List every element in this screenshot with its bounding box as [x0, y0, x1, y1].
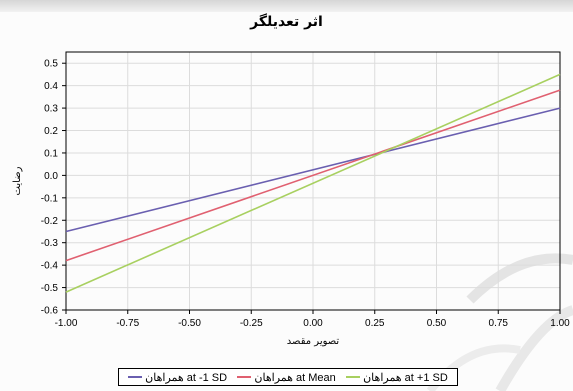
x-axis: -1.00 -0.75 -0.50 -0.25 0.00 0.25 0.50 0.75 1.00 — [55, 310, 570, 329]
legend-item-1: همراهان at -1 SD — [128, 371, 227, 384]
x-tick-label: 0.50 — [427, 318, 447, 329]
y-tick-label: -0.2 — [41, 216, 59, 227]
grid-lines — [65, 52, 561, 311]
y-tick-label: -0.4 — [41, 261, 59, 272]
series-line-3 — [65, 73, 561, 293]
x-tick-label: 0.75 — [489, 318, 509, 329]
y-tick-label: -0.6 — [41, 306, 59, 317]
y-tick-label: 0.3 — [44, 104, 58, 115]
legend-swatch — [128, 376, 143, 378]
x-axis-title: تصویر مقصد — [287, 336, 340, 347]
y-axis-title: رضایت — [12, 166, 23, 195]
x-tick-label: 1.00 — [550, 318, 570, 329]
legend-label: همراهان at +1 SD — [363, 371, 448, 384]
y-axis: 0.5 0.4 0.3 0.2 0.1 0.0 -0.1 -0.2 -0.3 -0.4 -0.5 -0… — [41, 59, 66, 317]
x-tick-label: -1.00 — [55, 318, 78, 329]
legend-swatch — [346, 376, 361, 378]
x-tick-label: -0.50 — [178, 318, 201, 329]
x-tick-label: 0.00 — [303, 318, 323, 329]
legend-swatch — [237, 376, 252, 378]
watermark-curve — [495, 305, 573, 391]
y-tick-label: -0.5 — [41, 283, 59, 294]
legend-label: همراهان at Mean — [254, 371, 336, 384]
y-tick-label: -0.3 — [41, 238, 59, 249]
x-tick-label: -0.75 — [116, 318, 139, 329]
legend-label: همراهان at -1 SD — [145, 371, 228, 384]
y-tick-label: 0.0 — [44, 171, 58, 182]
x-tick-label: 0.25 — [365, 318, 385, 329]
y-tick-label: 0.4 — [44, 81, 58, 92]
series-line-2 — [65, 89, 561, 262]
series-line-1 — [65, 107, 561, 233]
legend-item-2: همراهان at Mean — [237, 371, 336, 384]
x-tick-label: -0.25 — [240, 318, 263, 329]
y-tick-label: 0.5 — [44, 59, 58, 70]
legend-item-3: همراهان at +1 SD — [346, 371, 448, 384]
watermark-curve — [466, 253, 573, 304]
legend: همراهان at -1 SD همراهان at Mean همراهان a… — [118, 368, 458, 386]
y-tick-label: 0.2 — [44, 126, 58, 137]
series-group — [65, 73, 561, 293]
y-tick-label: 0.1 — [44, 148, 58, 159]
y-tick-label: -0.1 — [41, 193, 59, 204]
chart-title: اثر تعدیلگر — [250, 14, 323, 30]
cropped-header-strip — [0, 0, 573, 12]
